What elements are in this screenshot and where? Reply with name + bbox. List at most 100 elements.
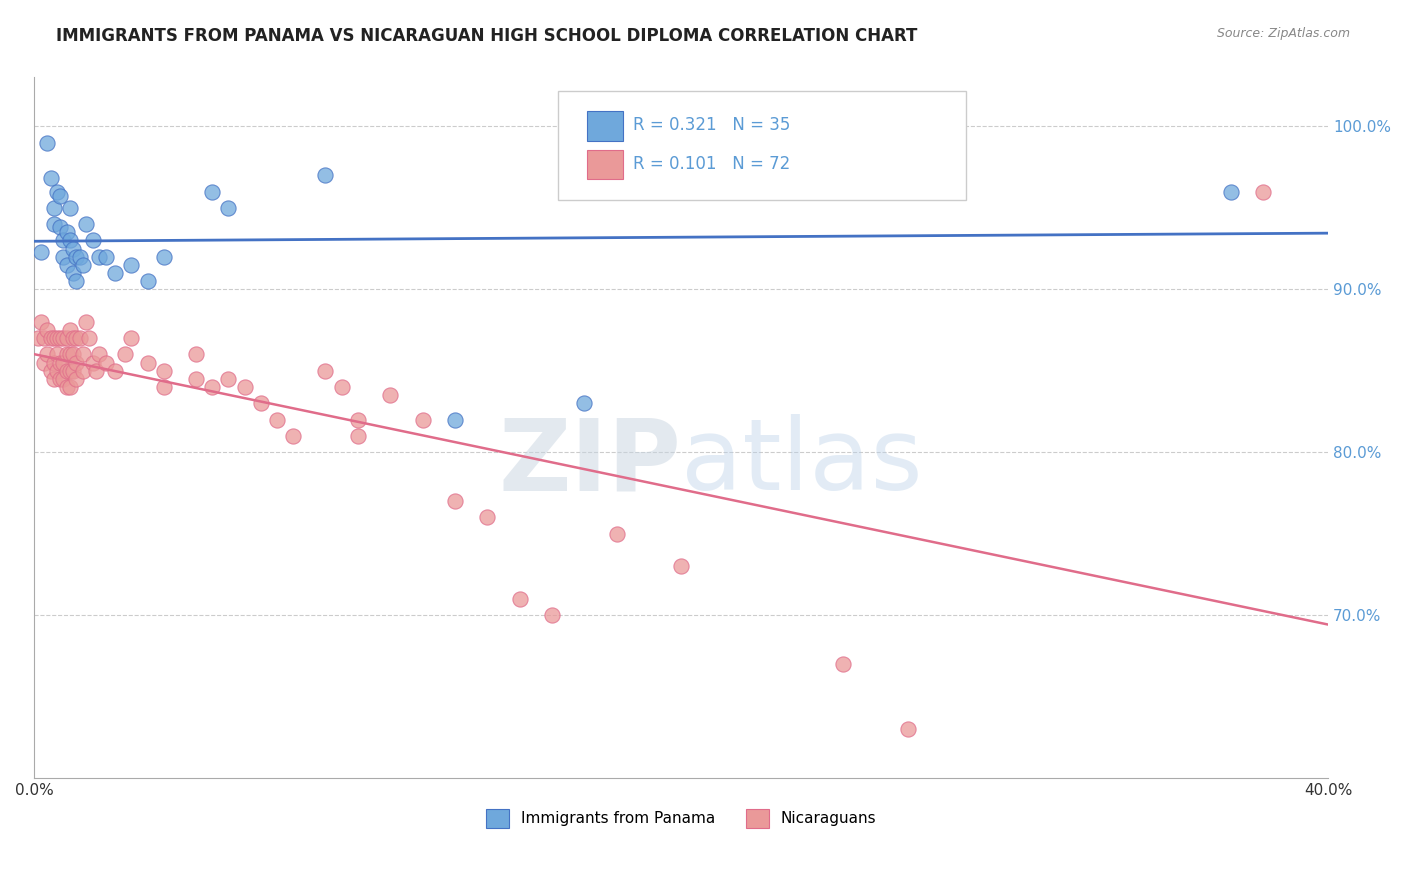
Point bbox=[59, 201, 82, 215]
Point bbox=[94, 356, 117, 370]
Point bbox=[55, 347, 77, 361]
Point bbox=[42, 372, 65, 386]
Point bbox=[378, 388, 401, 402]
Point bbox=[82, 234, 104, 248]
Point bbox=[52, 250, 75, 264]
Point bbox=[104, 266, 127, 280]
Point bbox=[346, 412, 368, 426]
Point bbox=[65, 372, 87, 386]
Point bbox=[65, 250, 87, 264]
Point bbox=[42, 217, 65, 231]
Point bbox=[32, 356, 55, 370]
Point bbox=[136, 356, 159, 370]
Text: Source: ZipAtlas.com: Source: ZipAtlas.com bbox=[1216, 27, 1350, 40]
Point bbox=[541, 608, 564, 623]
Point bbox=[62, 242, 84, 256]
Point bbox=[62, 364, 84, 378]
Point bbox=[574, 396, 596, 410]
Point bbox=[75, 217, 97, 231]
Point bbox=[55, 364, 77, 378]
Point bbox=[114, 347, 136, 361]
Point bbox=[32, 331, 55, 345]
Point bbox=[39, 331, 62, 345]
Point bbox=[1220, 185, 1243, 199]
Legend: Immigrants from Panama, Nicaraguans: Immigrants from Panama, Nicaraguans bbox=[479, 803, 883, 834]
Point bbox=[42, 331, 65, 345]
Point bbox=[444, 494, 467, 508]
Point bbox=[49, 220, 72, 235]
Point bbox=[46, 331, 69, 345]
Point bbox=[62, 266, 84, 280]
Point bbox=[69, 250, 91, 264]
Point bbox=[52, 234, 75, 248]
Point bbox=[42, 356, 65, 370]
Point bbox=[671, 559, 693, 574]
FancyBboxPatch shape bbox=[558, 92, 966, 200]
Point bbox=[72, 347, 94, 361]
Point bbox=[62, 331, 84, 345]
Point bbox=[84, 364, 107, 378]
Point bbox=[217, 372, 239, 386]
Point bbox=[52, 372, 75, 386]
Point bbox=[42, 201, 65, 215]
Point bbox=[75, 315, 97, 329]
Point bbox=[37, 323, 59, 337]
Point bbox=[136, 274, 159, 288]
Point bbox=[37, 136, 59, 150]
Point bbox=[39, 364, 62, 378]
Point bbox=[444, 412, 467, 426]
Point bbox=[59, 323, 82, 337]
Point bbox=[832, 657, 855, 672]
Point bbox=[49, 356, 72, 370]
Point bbox=[94, 250, 117, 264]
Point bbox=[104, 364, 127, 378]
Point bbox=[59, 364, 82, 378]
Point bbox=[55, 258, 77, 272]
Point bbox=[201, 380, 224, 394]
Point bbox=[62, 347, 84, 361]
Point bbox=[152, 250, 174, 264]
Point bbox=[184, 347, 207, 361]
Point bbox=[152, 364, 174, 378]
Point bbox=[87, 347, 110, 361]
Point bbox=[217, 201, 239, 215]
Point bbox=[82, 356, 104, 370]
Point bbox=[55, 331, 77, 345]
Point bbox=[1253, 185, 1275, 199]
Text: atlas: atlas bbox=[682, 415, 922, 511]
Point bbox=[55, 380, 77, 394]
Point bbox=[152, 380, 174, 394]
Point bbox=[249, 396, 271, 410]
Point bbox=[314, 168, 336, 182]
Point bbox=[477, 510, 499, 524]
Point bbox=[46, 364, 69, 378]
Text: R = 0.321   N = 35: R = 0.321 N = 35 bbox=[633, 116, 790, 134]
Point bbox=[39, 171, 62, 186]
Text: ZIP: ZIP bbox=[498, 415, 682, 511]
FancyBboxPatch shape bbox=[586, 112, 623, 141]
Point bbox=[412, 412, 434, 426]
Point bbox=[59, 347, 82, 361]
Point bbox=[330, 380, 353, 394]
Point bbox=[46, 185, 69, 199]
Point bbox=[120, 258, 142, 272]
Point bbox=[201, 185, 224, 199]
Point bbox=[52, 356, 75, 370]
Point bbox=[69, 331, 91, 345]
Point bbox=[65, 331, 87, 345]
Point bbox=[30, 315, 52, 329]
Point bbox=[72, 258, 94, 272]
Point bbox=[55, 225, 77, 239]
Point bbox=[184, 372, 207, 386]
Point bbox=[49, 372, 72, 386]
Point bbox=[37, 347, 59, 361]
Point bbox=[65, 356, 87, 370]
Point bbox=[314, 364, 336, 378]
Point bbox=[606, 526, 628, 541]
Point bbox=[72, 364, 94, 378]
Point bbox=[266, 412, 288, 426]
Point bbox=[79, 331, 101, 345]
Point bbox=[49, 189, 72, 203]
Point bbox=[49, 331, 72, 345]
Text: R = 0.101   N = 72: R = 0.101 N = 72 bbox=[633, 154, 790, 173]
